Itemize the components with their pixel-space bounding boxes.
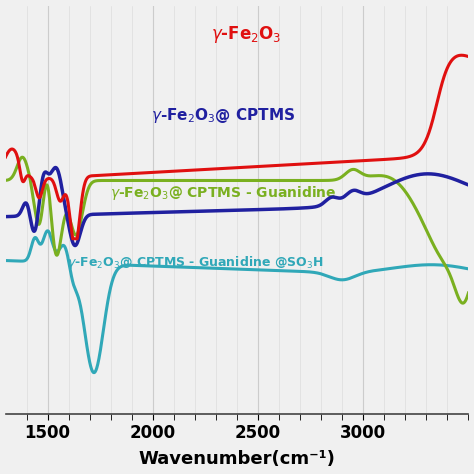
- X-axis label: Wavenumber(cm⁻¹): Wavenumber(cm⁻¹): [138, 450, 336, 468]
- Text: $\gamma$-Fe$_2$O$_3$@ CPTMS: $\gamma$-Fe$_2$O$_3$@ CPTMS: [151, 106, 295, 125]
- Text: $\gamma$-Fe$_2$O$_3$: $\gamma$-Fe$_2$O$_3$: [211, 24, 282, 45]
- Text: $\gamma$-Fe$_2$O$_3$@ CPTMS - Guanidine @SO$_3$H: $\gamma$-Fe$_2$O$_3$@ CPTMS - Guanidine …: [67, 254, 324, 271]
- Text: $\gamma$-Fe$_2$O$_3$@ CPTMS - Guanidine: $\gamma$-Fe$_2$O$_3$@ CPTMS - Guanidine: [110, 184, 337, 202]
